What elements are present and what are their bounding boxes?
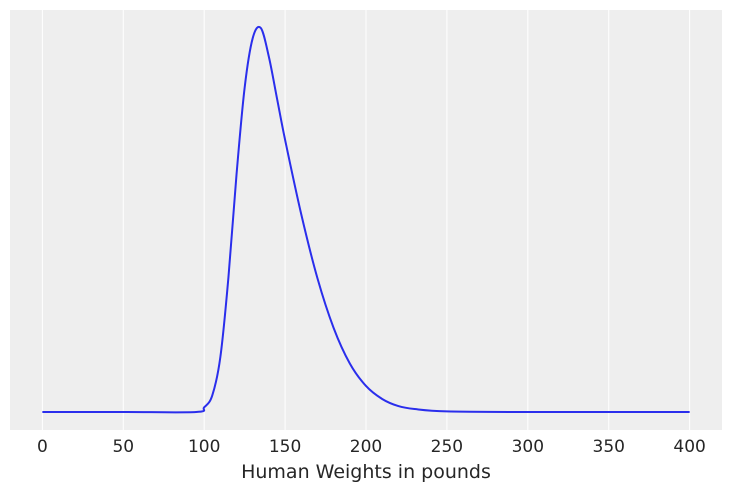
x-tick-label-350: 350 [593, 437, 625, 457]
x-tick-label-400: 400 [673, 437, 705, 457]
x-tick-label-250: 250 [431, 437, 463, 457]
x-axis-title: Human Weights in pounds [241, 461, 491, 483]
x-tick-label-200: 200 [350, 437, 382, 457]
x-tick-label-300: 300 [512, 437, 544, 457]
series-line-0 [42, 25, 690, 414]
series-layer [42, 25, 690, 414]
x-tick-label-100: 100 [188, 437, 220, 457]
x-tick-label-150: 150 [269, 437, 301, 457]
x-axis-ticks: 0 50 100 150 200 250 300 350 400 [37, 437, 706, 457]
grid-lines [41, 10, 691, 430]
x-tick-label-0: 0 [37, 437, 48, 457]
x-tick-label-50: 50 [112, 437, 134, 457]
